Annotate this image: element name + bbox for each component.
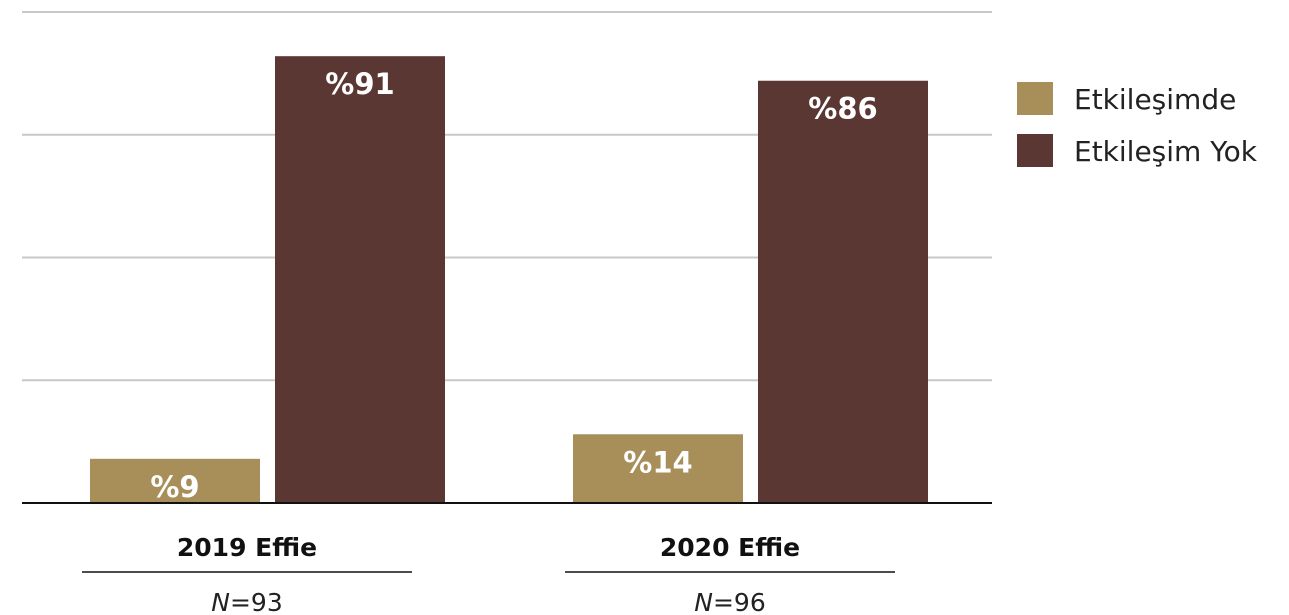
sample-size-label: N=96 <box>694 588 765 615</box>
bar-engaged-0 <box>90 458 260 503</box>
bar-value-label: %14 <box>623 445 692 479</box>
legend-label: Etkileşim Yok <box>1074 135 1258 168</box>
bars <box>90 56 928 504</box>
legend: Etkileşimde Etkileşim Yok <box>1017 82 1258 168</box>
bar-value-labels: %9 %91 %14 %86 <box>150 67 877 504</box>
legend-label: Etkileşimde <box>1074 83 1236 116</box>
legend-swatch <box>1017 134 1053 167</box>
bar-not-engaged-1 <box>758 80 928 504</box>
category-label: 2020 Effie <box>660 533 800 562</box>
bar-not-engaged-0 <box>275 56 445 503</box>
bar-value-label: %91 <box>325 67 394 101</box>
category-labels: 2019 Effie N=93 2020 Effie N=96 <box>82 533 895 615</box>
bar-value-label: %86 <box>808 92 877 126</box>
bar-engaged-1 <box>573 434 743 503</box>
sample-size-label: N=93 <box>211 588 282 615</box>
category-label: 2019 Effie <box>177 533 317 562</box>
bar-value-label: %9 <box>150 470 199 504</box>
legend-swatch <box>1017 82 1053 115</box>
